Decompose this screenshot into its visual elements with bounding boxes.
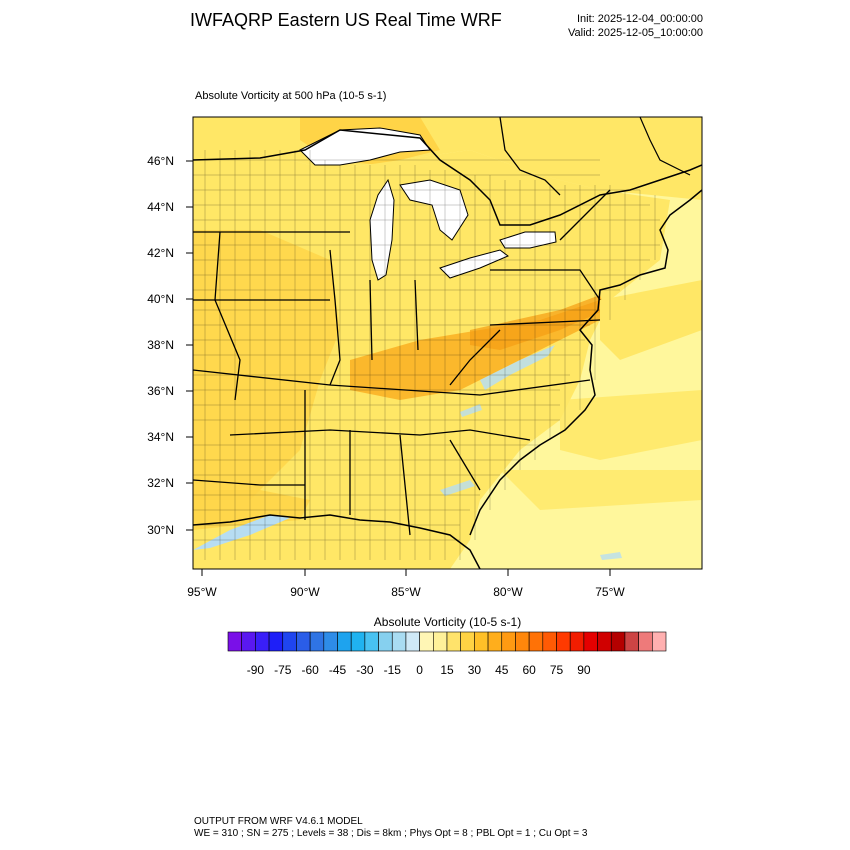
colorbar-label: -15 bbox=[384, 663, 402, 677]
lat-label: 32°N bbox=[147, 476, 174, 490]
colorbar-swatch bbox=[255, 631, 270, 652]
colorbar-swatch bbox=[446, 631, 461, 652]
field-title: Absolute Vorticity at 500 hPa (10-5 s-1) bbox=[195, 90, 387, 102]
field-negative-tennessee bbox=[460, 404, 482, 417]
lake-superior bbox=[299, 127, 431, 166]
colorbar-title: Absolute Vorticity (10-5 s-1) bbox=[373, 615, 522, 629]
colorbar-label: -75 bbox=[274, 663, 292, 677]
lat-label: 38°N bbox=[147, 338, 174, 352]
colorbar-swatch bbox=[241, 631, 256, 652]
colorbar-label: -30 bbox=[356, 663, 374, 677]
colorbar-swatch bbox=[378, 631, 393, 652]
colorbar-swatch bbox=[556, 631, 571, 652]
field-atlantic-band1 bbox=[600, 280, 702, 360]
colorbar-swatch bbox=[569, 631, 585, 652]
field-west-max bbox=[193, 230, 340, 500]
lon-label: 75°W bbox=[595, 585, 625, 599]
latitude-axis: 46°N 44°N 42°N 40°N 38°N 36°N 34°N 32°N … bbox=[147, 154, 193, 537]
colorbar-swatch bbox=[364, 631, 379, 652]
main-title: IWFAQRP Eastern US Real Time WRF bbox=[190, 10, 502, 30]
lat-label: 34°N bbox=[147, 430, 174, 444]
lat-label: 40°N bbox=[147, 292, 174, 306]
lat-label: 36°N bbox=[147, 384, 174, 398]
colorbar-swatch bbox=[624, 631, 639, 652]
init-time: Init: 2025-12-04_00:00:00 bbox=[577, 13, 703, 25]
map-frame bbox=[192, 116, 703, 570]
atlantic-coastline bbox=[469, 189, 702, 536]
colorbar-swatch bbox=[474, 631, 489, 652]
colorbar-swatch bbox=[501, 631, 516, 652]
colorbar-label: -90 bbox=[247, 663, 265, 677]
canada-border bbox=[193, 129, 702, 226]
colorbar-swatch bbox=[638, 631, 653, 652]
colorbar-swatch bbox=[652, 631, 667, 652]
colorbar-swatch bbox=[309, 631, 325, 652]
footer-model: OUTPUT FROM WRF V4.6.1 MODEL bbox=[194, 816, 363, 827]
valid-time: Valid: 2025-12-05_10:00:00 bbox=[568, 27, 703, 39]
colorbar-swatch bbox=[597, 631, 612, 652]
footer-config: WE = 310 ; SN = 275 ; Levels = 38 ; Dis … bbox=[194, 828, 588, 839]
colorbar-swatch bbox=[391, 631, 407, 652]
colorbar-swatch bbox=[350, 631, 366, 652]
field-negative-georgia bbox=[440, 480, 475, 496]
colorbar-swatch bbox=[405, 631, 420, 652]
colorbar-swatch bbox=[227, 631, 242, 652]
lat-label: 42°N bbox=[147, 246, 174, 260]
lat-label: 46°N bbox=[147, 154, 174, 168]
field-negative-gulf bbox=[193, 515, 290, 550]
field-negative-virginia bbox=[480, 345, 555, 390]
colorbar-swatch bbox=[583, 631, 598, 652]
lake-huron bbox=[399, 179, 469, 241]
longitude-axis: 95°W 90°W 85°W 80°W 75°W bbox=[187, 569, 625, 599]
colorbar-swatch bbox=[419, 631, 434, 652]
colorbar-swatch bbox=[337, 631, 352, 652]
colorbar-label: -45 bbox=[329, 663, 347, 677]
colorbar-label: 90 bbox=[577, 663, 591, 677]
gulf-coastline bbox=[193, 514, 481, 569]
lat-label: 44°N bbox=[147, 200, 174, 214]
colorbar-swatch bbox=[542, 631, 557, 652]
colorbar-label: 30 bbox=[468, 663, 482, 677]
colorbar-swatch bbox=[528, 631, 544, 652]
field-atlantic-band2 bbox=[560, 390, 702, 460]
vorticity-field bbox=[193, 117, 702, 569]
county-borders bbox=[193, 150, 660, 560]
field-negative-ocean bbox=[600, 552, 622, 560]
lon-label: 95°W bbox=[187, 585, 217, 599]
colorbar-swatch bbox=[323, 631, 338, 652]
colorbar-swatch bbox=[296, 631, 311, 652]
colorbar-swatch bbox=[515, 631, 530, 652]
colorbar-label: 75 bbox=[550, 663, 564, 677]
quebec-border bbox=[499, 117, 561, 196]
lon-label: 80°W bbox=[493, 585, 523, 599]
colorbar-label: 45 bbox=[495, 663, 509, 677]
colorbar-swatch bbox=[487, 631, 503, 652]
colorbar-swatch bbox=[460, 631, 475, 652]
field-atlantic-band3 bbox=[500, 470, 702, 510]
colorbar-swatch bbox=[282, 631, 297, 652]
colorbar-label: 60 bbox=[522, 663, 536, 677]
colorbar-swatch bbox=[433, 631, 448, 652]
lat-label: 30°N bbox=[147, 523, 174, 537]
colorbar-swatch bbox=[268, 631, 284, 652]
colorbar-swatch bbox=[610, 631, 626, 652]
new-brunswick-border bbox=[639, 117, 691, 176]
colorbar-label: 0 bbox=[416, 663, 423, 677]
colorbar: -90 -75 -60 -45 -30 -15 0 15 30 45 60 75 90 bbox=[227, 631, 667, 677]
lon-label: 85°W bbox=[391, 585, 421, 599]
colorbar-label: -60 bbox=[301, 663, 319, 677]
colorbar-label: 15 bbox=[440, 663, 454, 677]
lake-erie bbox=[439, 249, 509, 279]
lon-label: 90°W bbox=[290, 585, 320, 599]
